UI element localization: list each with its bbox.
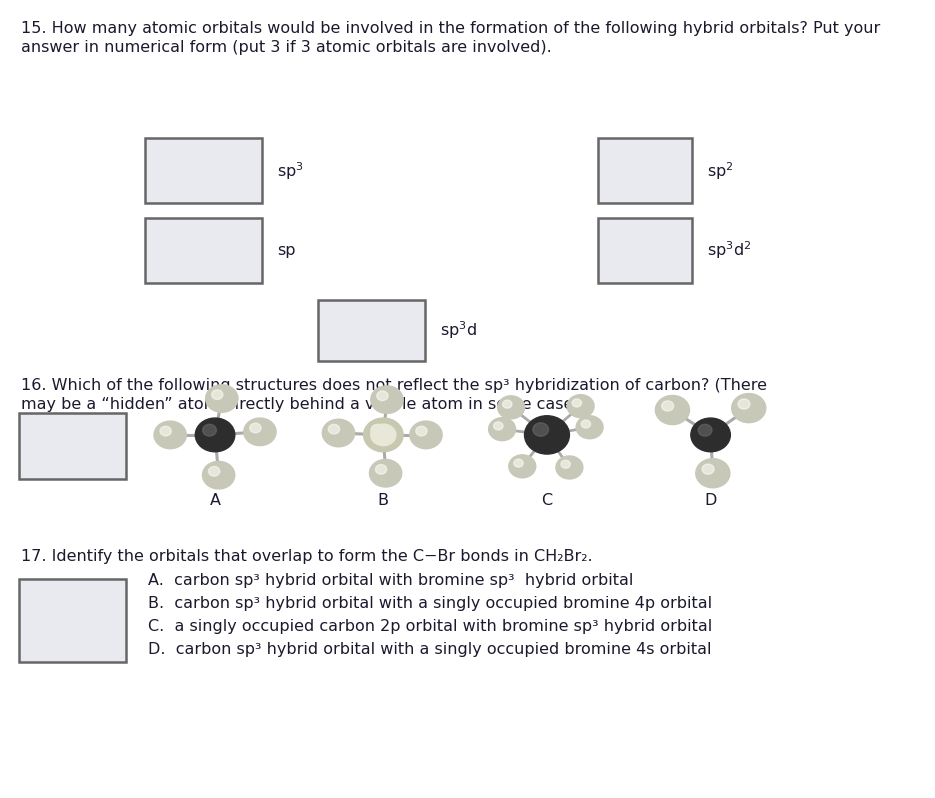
Bar — [19, 413, 126, 479]
Circle shape — [691, 418, 730, 452]
Circle shape — [328, 425, 339, 434]
Text: 16. Which of the following structures does not reflect the sp³ hybridization of : 16. Which of the following structures do… — [21, 378, 767, 393]
Circle shape — [576, 416, 603, 439]
Circle shape — [416, 426, 427, 436]
Circle shape — [376, 464, 387, 474]
Circle shape — [698, 425, 712, 436]
Text: D.  carbon sp³ hybrid orbital with a singly occupied bromine 4s orbital: D. carbon sp³ hybrid orbital with a sing… — [148, 642, 712, 658]
Circle shape — [572, 399, 582, 407]
Text: A.  carbon sp³ hybrid orbital with bromine sp³  hybrid orbital: A. carbon sp³ hybrid orbital with bromin… — [148, 573, 633, 588]
Bar — [598, 218, 692, 283]
Text: C.  a singly occupied carbon 2p orbital with bromine sp³ hybrid orbital: C. a singly occupied carbon 2p orbital w… — [148, 619, 712, 634]
Circle shape — [514, 459, 524, 467]
Circle shape — [154, 421, 186, 448]
Circle shape — [568, 395, 594, 417]
Text: D: D — [704, 493, 717, 508]
Circle shape — [738, 399, 750, 409]
Circle shape — [369, 460, 402, 487]
Circle shape — [377, 391, 388, 401]
Circle shape — [525, 416, 569, 454]
Circle shape — [494, 422, 503, 430]
Text: 17. Identify the orbitals that overlap to form the C−Br bonds in CH₂Br₂.: 17. Identify the orbitals that overlap t… — [21, 549, 592, 564]
Circle shape — [203, 425, 216, 436]
Text: sp$^3$d$^2$: sp$^3$d$^2$ — [707, 239, 752, 262]
Circle shape — [497, 396, 525, 419]
Circle shape — [244, 418, 276, 445]
Circle shape — [503, 400, 512, 408]
Circle shape — [582, 420, 591, 428]
Text: answer in numerical form (put 3 if 3 atomic orbitals are involved).: answer in numerical form (put 3 if 3 ato… — [21, 40, 552, 55]
Text: B: B — [378, 493, 389, 508]
Circle shape — [206, 385, 237, 413]
Circle shape — [195, 418, 235, 452]
Text: A: A — [209, 493, 221, 508]
Text: sp$^2$: sp$^2$ — [707, 160, 733, 182]
Circle shape — [160, 426, 171, 436]
Circle shape — [250, 423, 261, 433]
Circle shape — [371, 386, 403, 413]
Bar — [598, 138, 692, 203]
Circle shape — [323, 419, 354, 447]
Circle shape — [364, 418, 403, 452]
Circle shape — [732, 393, 766, 423]
Circle shape — [489, 417, 515, 440]
Circle shape — [662, 401, 673, 411]
Bar — [145, 218, 262, 283]
Text: sp$^3$: sp$^3$ — [277, 160, 304, 182]
Circle shape — [509, 455, 536, 478]
Text: C: C — [541, 493, 553, 508]
Circle shape — [702, 464, 714, 474]
Bar — [318, 300, 425, 361]
Circle shape — [561, 460, 570, 468]
Circle shape — [371, 425, 396, 445]
Circle shape — [556, 456, 583, 479]
Circle shape — [211, 390, 223, 400]
Circle shape — [209, 467, 220, 476]
Text: may be a “hidden” atom directly behind a visible atom in some cases.): may be a “hidden” atom directly behind a… — [21, 397, 593, 413]
Circle shape — [696, 459, 730, 488]
Circle shape — [655, 396, 689, 425]
Text: 15. How many atomic orbitals would be involved in the formation of the following: 15. How many atomic orbitals would be in… — [21, 21, 880, 36]
Circle shape — [410, 421, 442, 448]
Circle shape — [533, 423, 549, 437]
Circle shape — [203, 461, 235, 489]
Text: sp: sp — [277, 243, 295, 258]
Circle shape — [371, 425, 384, 436]
Text: B.  carbon sp³ hybrid orbital with a singly occupied bromine 4p orbital: B. carbon sp³ hybrid orbital with a sing… — [148, 596, 712, 611]
Bar — [19, 579, 126, 662]
Bar — [145, 138, 262, 203]
Text: sp$^3$d: sp$^3$d — [440, 319, 478, 342]
